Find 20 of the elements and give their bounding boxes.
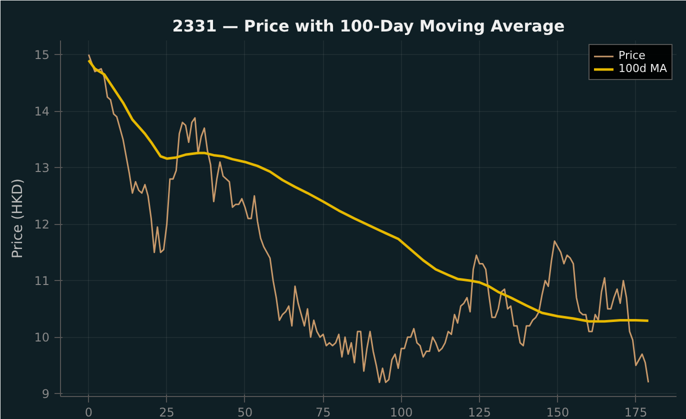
y-tick-label: 11 — [34, 274, 50, 288]
y-tick-label: 10 — [34, 330, 50, 345]
x-tick-label: 50 — [237, 406, 253, 419]
x-tick-label: 75 — [316, 406, 331, 419]
x-tick-label: 175 — [624, 406, 648, 419]
x-tick-label: 125 — [468, 406, 491, 419]
y-tick-label: 9 — [42, 387, 50, 402]
y-tick-label: 12 — [34, 218, 50, 232]
y-tick-label: 14 — [34, 104, 50, 119]
legend-label: 100d MA — [618, 62, 667, 75]
x-tick-label: 150 — [546, 406, 570, 419]
y-tick-label: 15 — [34, 48, 50, 62]
chart-title: 2331 — Price with 100-Day Moving Average — [172, 16, 565, 36]
y-axis-title: Price (HKD) — [10, 178, 26, 259]
x-tick-label: 100 — [390, 406, 413, 419]
x-tick-label: 25 — [159, 406, 174, 419]
x-tick-label: 0 — [84, 406, 92, 419]
y-tick-label: 13 — [34, 161, 50, 176]
legend-label: Price — [618, 49, 646, 62]
line-series — [87, 59, 650, 323]
